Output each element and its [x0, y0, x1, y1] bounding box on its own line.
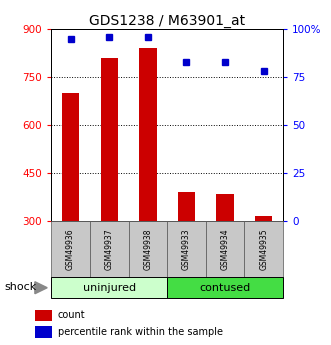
FancyBboxPatch shape	[244, 221, 283, 278]
Text: GSM49934: GSM49934	[220, 228, 230, 270]
FancyBboxPatch shape	[90, 221, 128, 278]
Text: uninjured: uninjured	[83, 283, 136, 293]
Text: shock: shock	[4, 282, 36, 292]
Bar	[35, 310, 52, 321]
Bar	[35, 326, 52, 338]
Text: contused: contused	[200, 283, 251, 293]
Text: GSM49938: GSM49938	[143, 228, 152, 270]
FancyBboxPatch shape	[51, 221, 90, 278]
Title: GDS1238 / M63901_at: GDS1238 / M63901_at	[89, 14, 245, 28]
Text: count: count	[58, 310, 85, 321]
Polygon shape	[35, 282, 47, 294]
Bar	[62, 93, 79, 221]
FancyBboxPatch shape	[128, 221, 167, 278]
Text: GSM49933: GSM49933	[182, 228, 191, 270]
Text: percentile rank within the sample: percentile rank within the sample	[58, 327, 223, 337]
Bar	[255, 216, 272, 221]
Bar	[178, 192, 195, 221]
Bar	[139, 48, 157, 221]
Text: GSM49935: GSM49935	[259, 228, 268, 270]
Bar	[51, 277, 167, 298]
Text: GSM49936: GSM49936	[66, 228, 75, 270]
Text: GSM49937: GSM49937	[105, 228, 114, 270]
FancyBboxPatch shape	[206, 221, 244, 278]
FancyBboxPatch shape	[167, 221, 206, 278]
Bar	[167, 277, 283, 298]
Bar	[216, 194, 234, 221]
Bar	[101, 58, 118, 221]
